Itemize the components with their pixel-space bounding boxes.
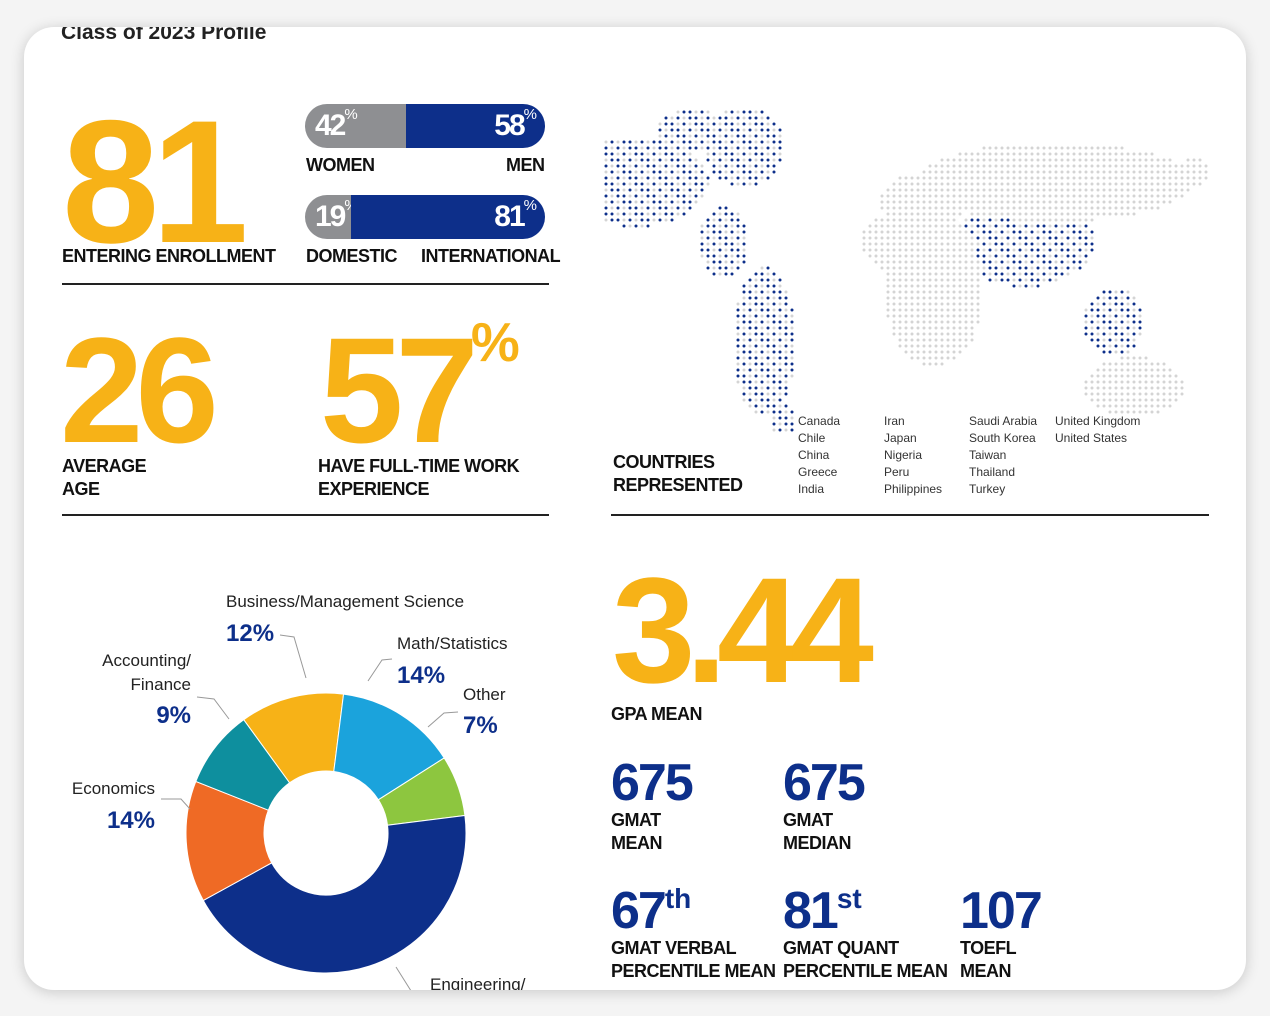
countries-column: Iran Japan Nigeria Peru Philippines	[884, 413, 969, 498]
country-name: Chile	[798, 431, 826, 445]
category-label: Math/Statistics	[397, 634, 508, 653]
country-name: Nigeria	[884, 448, 923, 462]
world-map	[604, 110, 1208, 432]
stat-value: 67th	[611, 882, 692, 940]
leader-line	[427, 711, 459, 728]
stat-label: GMAT VERBAL PERCENTILE MEAN	[611, 938, 776, 981]
country-name: China	[798, 448, 830, 462]
countries-list: Canada Chile China Greece India Iran Japan Nige…	[798, 413, 1155, 498]
country-name: Philippines	[884, 482, 943, 496]
category-label: Economics	[72, 779, 155, 798]
country-name: Saudi Arabia	[969, 414, 1038, 428]
donut-slice-accounting	[195, 719, 291, 811]
countries-column: Canada Chile China Greece India	[798, 413, 884, 498]
gpa-label: GPA MEAN	[611, 704, 703, 724]
women-label: WOMEN	[306, 155, 375, 175]
stat-value: 107	[960, 882, 1043, 940]
country-name: Peru	[884, 465, 910, 479]
stat-item: 67th GMAT VERBAL PERCENTILE MEAN	[611, 885, 776, 983]
origin-bar: 19% 81%	[305, 195, 545, 239]
men-segment: 58%	[405, 104, 545, 148]
work-label: HAVE FULL-TIME WORK EXPERIENCE	[318, 456, 520, 499]
country-name: Iran	[884, 414, 905, 428]
country-name: United States	[1055, 431, 1128, 445]
profile-card: Class of 2023 Profile 81 ENTERING ENROLL…	[24, 27, 1246, 990]
women-segment: 42%	[305, 104, 406, 148]
country-name: South Korea	[969, 431, 1036, 445]
men-label: MEN	[506, 155, 545, 175]
category-label: Engineering/Science	[430, 975, 526, 990]
stat-value: 675	[783, 754, 866, 812]
leader-line	[161, 798, 191, 810]
divider	[62, 283, 549, 285]
country-name: Japan	[884, 431, 917, 445]
country-name: United Kingdom	[1055, 414, 1141, 428]
enrollment-label: ENTERING ENROLLMENT	[62, 246, 276, 266]
gender-bar: 42% 58%	[305, 104, 545, 148]
countries-column: Saudi Arabia South Korea Taiwan Thailand Tur…	[969, 413, 1055, 498]
domestic-label: DOMESTIC	[306, 246, 398, 266]
stat-label: GMAT QUANT PERCENTILE MEAN	[783, 938, 948, 981]
stat-item: 107 TOEFL MEAN	[960, 882, 1043, 983]
percent-label: 7%	[463, 712, 498, 739]
field-of-study-donut-chart: Business/Management Science 12% Math/Stati…	[72, 592, 526, 990]
page-title: Class of 2023 Profile	[61, 27, 267, 44]
stat-item: 675 GMAT MEAN	[611, 754, 694, 855]
age-value: 26	[60, 306, 219, 474]
stat-value: 81st	[783, 882, 862, 940]
category-label: Other	[463, 685, 506, 704]
countries-label: COUNTRIES REPRESENTED	[613, 452, 743, 495]
leader-line	[279, 634, 307, 679]
country-name: Turkey	[969, 482, 1006, 496]
work-value: 57%	[320, 306, 520, 474]
divider	[62, 514, 549, 516]
international-segment: 81%	[350, 195, 545, 239]
country-name: Greece	[798, 465, 838, 479]
stat-label: GMAT MEDIAN	[783, 810, 851, 853]
international-label: INTERNATIONAL	[421, 246, 561, 266]
divider	[611, 514, 1209, 516]
percent-label: 14%	[397, 662, 445, 689]
donut-slice-engineering	[202, 814, 467, 974]
category-label: Business/Management Science	[226, 592, 464, 611]
leader-line	[196, 696, 230, 720]
percent-label: 12%	[226, 620, 274, 647]
stat-label: GMAT MEAN	[611, 810, 662, 853]
leader-line	[367, 658, 393, 682]
category-label: Accounting/Finance	[102, 651, 191, 694]
stat-label: TOEFL MEAN	[960, 938, 1017, 981]
stat-value: 675	[611, 754, 694, 812]
enrollment-value: 81	[62, 85, 249, 280]
leader-line	[395, 966, 412, 990]
gpa-value: 3.44	[612, 546, 874, 714]
percent-label: 14%	[107, 807, 155, 834]
country-name: Taiwan	[969, 448, 1007, 462]
country-name: India	[798, 482, 825, 496]
percent-label: 9%	[156, 702, 191, 729]
age-label: AVERAGE AGE	[62, 456, 147, 499]
domestic-segment: 19%	[305, 195, 358, 239]
country-name: Canada	[798, 414, 841, 428]
country-name: Thailand	[969, 465, 1016, 479]
stat-item: 675 GMAT MEDIAN	[783, 754, 866, 855]
stat-item: 81st GMAT QUANT PERCENTILE MEAN	[783, 885, 948, 983]
countries-column: United Kingdom United States	[1055, 413, 1155, 498]
